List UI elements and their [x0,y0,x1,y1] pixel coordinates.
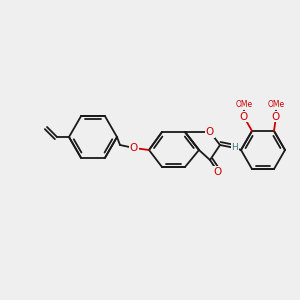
Text: O: O [272,112,280,122]
Text: O: O [240,112,248,122]
Text: OMe: OMe [267,100,285,109]
Text: O: O [206,127,214,137]
Text: O: O [130,143,138,153]
Text: H: H [232,143,238,152]
Text: OMe: OMe [236,100,253,109]
Text: O: O [214,167,222,177]
